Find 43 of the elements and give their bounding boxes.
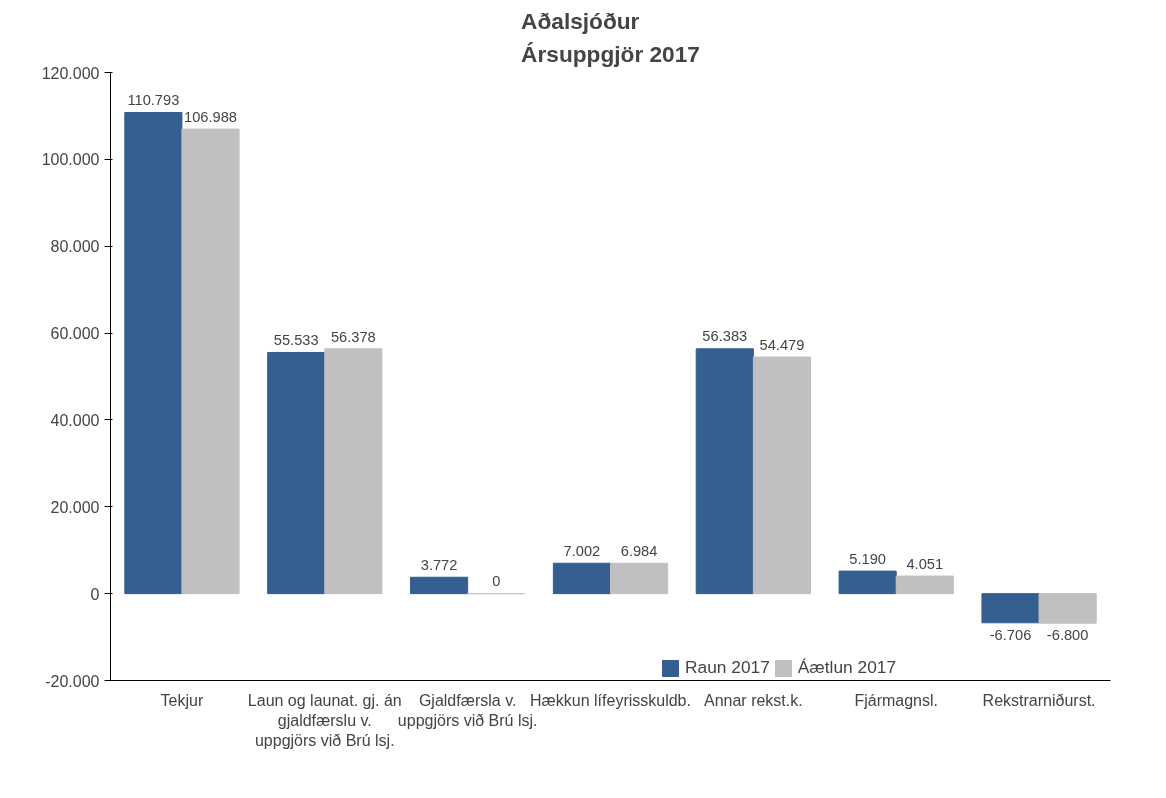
y-tick-label: -20.000 [45, 672, 100, 690]
bar [895, 575, 954, 595]
data-label: 106.988 [184, 108, 237, 125]
bar [410, 576, 469, 595]
x-tick-label: Fjármagnsl. [854, 691, 938, 709]
bar [981, 593, 1040, 624]
chart-title: Aðalsjóður Ársuppgjör 2017 [521, 7, 700, 68]
bar [1038, 593, 1097, 624]
x-tick-label: Annar rekst.k. [704, 691, 803, 709]
bar [610, 562, 669, 595]
x-tick-label: Tekjur [160, 691, 204, 709]
bar [752, 356, 811, 595]
legend-label: Áætlun 2017 [797, 657, 897, 678]
y-tick-label: 80.000 [50, 238, 100, 256]
x-tick-label: Hækkun lífeyrisskuldb. [530, 691, 691, 709]
data-label: 55.533 [273, 332, 319, 349]
x-tick-label: Rekstrarniðurst. [982, 691, 1096, 709]
bar [838, 570, 897, 595]
data-label: -6.706 [989, 627, 1032, 644]
bar [124, 111, 183, 595]
data-label: 4.051 [906, 555, 944, 572]
bar [181, 128, 240, 595]
bar [267, 351, 326, 595]
y-tick-label: 0 [90, 585, 100, 603]
data-label: 56.383 [702, 328, 748, 345]
data-label: 3.772 [420, 556, 458, 573]
data-label: 54.479 [759, 336, 805, 353]
bar [324, 348, 383, 595]
data-label: 56.378 [330, 328, 376, 345]
y-tick-label: 100.000 [41, 151, 100, 169]
y-tick-label: 40.000 [50, 411, 100, 429]
y-tick-label: 20.000 [50, 498, 100, 516]
y-tick-label: 120.000 [41, 64, 100, 82]
data-label: 110.793 [127, 92, 180, 109]
data-label: 5.190 [849, 550, 886, 567]
y-tick-label: 60.000 [50, 325, 100, 343]
data-label: 0 [492, 573, 501, 590]
bar [695, 348, 754, 595]
legend-label: Raun 2017 [685, 657, 770, 678]
data-label: -6.800 [1046, 627, 1089, 644]
data-label: 6.984 [620, 543, 658, 560]
bar [552, 562, 611, 595]
data-label: 7.002 [563, 542, 601, 559]
